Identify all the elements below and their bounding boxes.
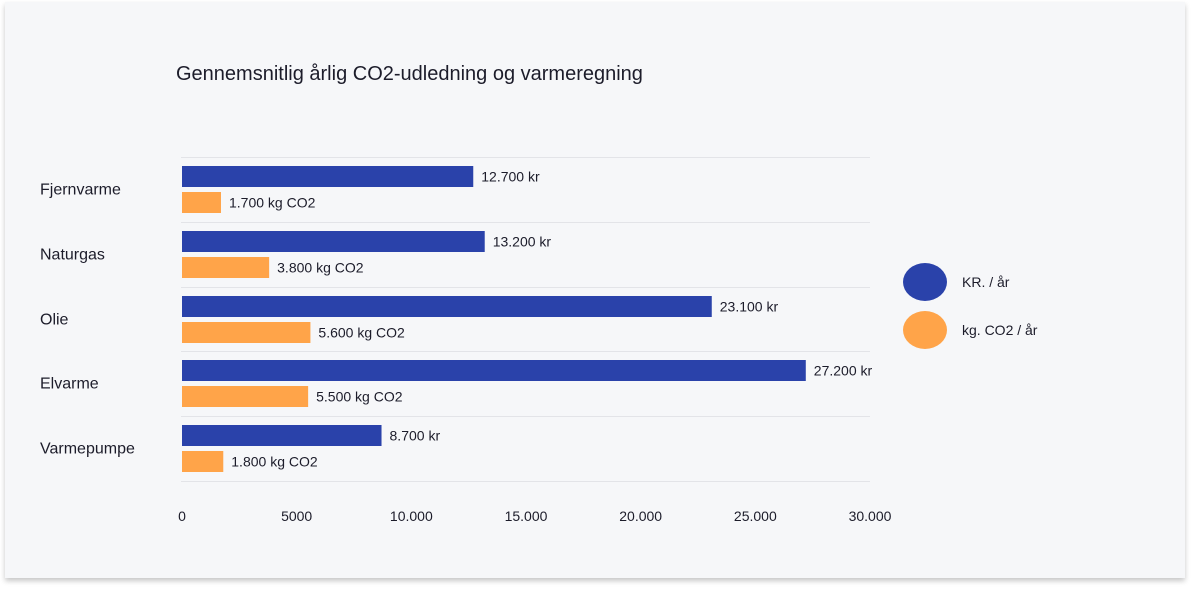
x-tick-label: 20.000 (619, 508, 662, 524)
data-label: 3.800 kg CO2 (277, 260, 364, 276)
x-tick-label: 5000 (281, 508, 312, 524)
data-label: 27.200 kr (814, 363, 873, 379)
x-tick-label: 15.000 (505, 508, 548, 524)
bar-co2 (182, 322, 311, 343)
legend-label-co2: kg. CO2 / år (962, 322, 1038, 338)
data-label: 13.200 kr (493, 234, 552, 250)
bar-kr (182, 296, 712, 317)
x-tick-label: 25.000 (734, 508, 777, 524)
data-label: 23.100 kr (720, 299, 779, 315)
bar-co2 (182, 192, 221, 213)
bar-kr (182, 231, 485, 252)
legend-swatch-co2 (903, 311, 947, 349)
bar-co2 (182, 386, 309, 407)
legend-swatch-kr (903, 263, 947, 301)
category-label: Olie (40, 312, 69, 329)
legend-label-kr: KR. / år (962, 274, 1010, 290)
x-tick-label: 30.000 (849, 508, 892, 524)
x-tick-label: 10.000 (390, 508, 433, 524)
x-tick-label: 0 (178, 508, 186, 524)
bar-co2 (182, 257, 270, 278)
data-label: 8.700 kr (390, 428, 441, 444)
category-label: Naturgas (40, 247, 105, 264)
category-label: Varmepumpe (40, 441, 135, 458)
bar-kr (182, 425, 382, 446)
chart-title: Gennemsnitlig årlig CO2-udledning og var… (176, 63, 643, 85)
category-label: Elvarme (40, 376, 99, 393)
data-label: 5.500 kg CO2 (316, 389, 403, 405)
legend-item-co2: kg. CO2 / år (903, 310, 1037, 350)
bar-kr (182, 360, 806, 381)
data-label: 5.600 kg CO2 (318, 325, 405, 341)
legend-item-kr: KR. / år (903, 262, 1009, 302)
category-label: Fjernvarme (40, 182, 121, 199)
data-label: 1.700 kg CO2 (229, 195, 316, 211)
bar-co2 (182, 451, 224, 472)
bar-kr (182, 166, 474, 187)
data-label: 1.800 kg CO2 (231, 454, 318, 470)
data-label: 12.700 kr (481, 169, 540, 185)
